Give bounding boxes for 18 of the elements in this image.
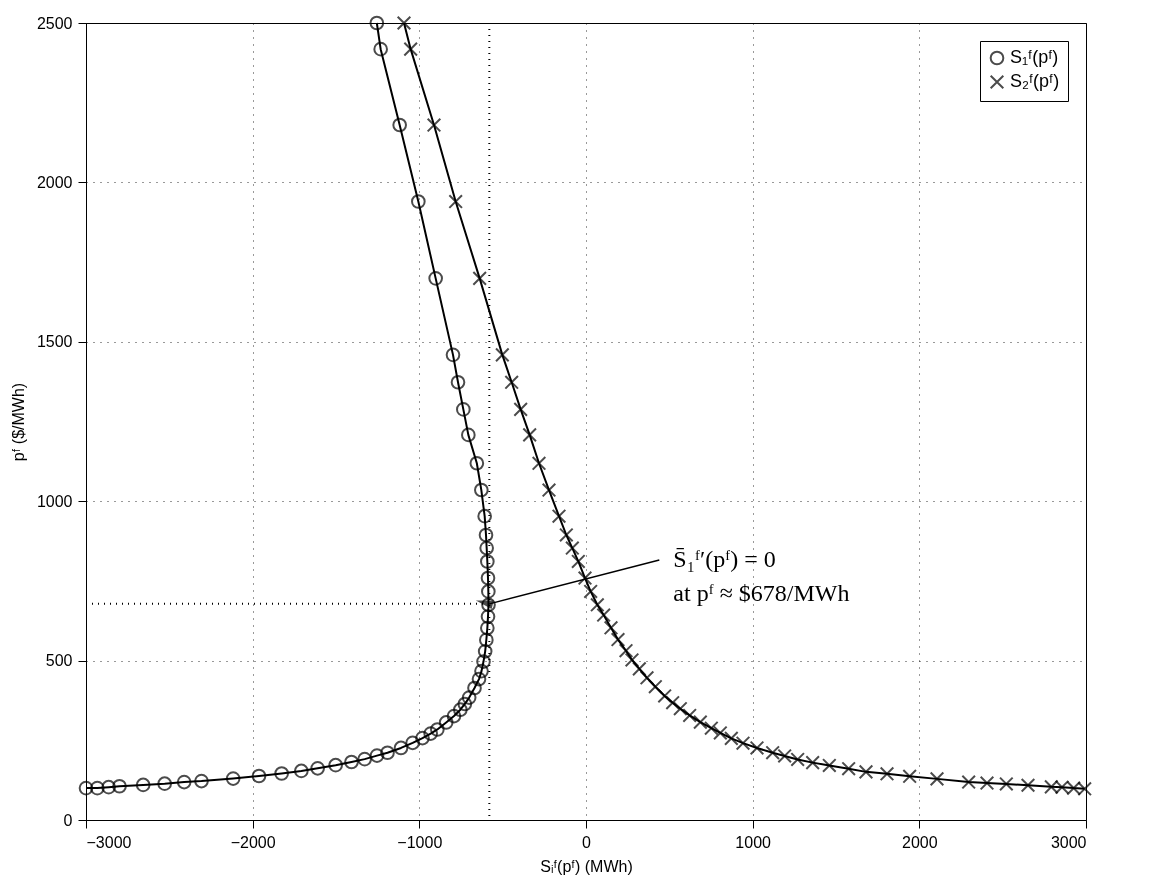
x-tick-label: 2000 <box>902 833 938 851</box>
x-tick-label: −1000 <box>397 833 443 851</box>
y-axis-title: pᶠ ($/MWh) <box>9 382 27 462</box>
y-tick-label: 2500 <box>36 14 73 32</box>
y-tick-label: 2000 <box>36 173 73 191</box>
x-tick-label: −3000 <box>86 833 132 851</box>
y-tick-label: 0 <box>63 811 73 829</box>
legend-label: S₂ᶠ(pᶠ) <box>1010 71 1060 91</box>
x-tick-label: 1000 <box>735 833 772 851</box>
x-tick-label: 0 <box>582 833 592 851</box>
annotation: S̄₁ᶠ′(pᶠ) = 0 at pᶠ ≈ $678/MWh <box>673 546 850 607</box>
x-tick-label: −2000 <box>230 833 276 851</box>
y-tick-label: 500 <box>45 652 73 670</box>
y-tick-label: 1500 <box>36 333 73 351</box>
x-tick-label: 3000 <box>1050 833 1087 851</box>
y-tick-label: 1000 <box>36 492 73 510</box>
legend-label: S₁ᶠ(pᶠ) <box>1010 47 1059 67</box>
x-axis-title: Sᵢᶠ(pᶠ) (MWh) <box>540 857 633 875</box>
